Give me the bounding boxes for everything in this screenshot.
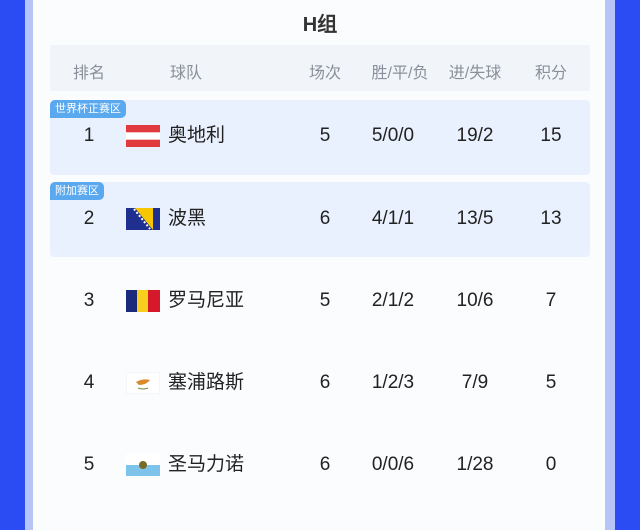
rank: 3	[83, 290, 95, 311]
rank: 4	[83, 372, 95, 393]
cyprus-flag-icon	[126, 372, 160, 394]
rank: 5	[83, 454, 95, 475]
wdl: 0/0/6	[371, 454, 415, 475]
points: 13	[540, 208, 562, 229]
goals: 19/2	[456, 125, 494, 146]
header-team: 球队	[169, 65, 203, 82]
team-name: 罗马尼亚	[168, 290, 245, 311]
qualify-zone-tag: 世界杯正赛区	[50, 100, 126, 118]
points: 7	[545, 290, 557, 311]
header-wdl: 胜/平/负	[371, 65, 429, 82]
romania-flag-icon	[126, 290, 160, 312]
wdl: 4/1/1	[371, 208, 415, 229]
table-row: 4 塞浦路斯 6 1/2/3 7/9 5	[0, 368, 640, 398]
points: 5	[545, 372, 557, 393]
playoff-zone-tag: 附加赛区	[50, 182, 104, 200]
austria-flag-icon	[126, 125, 160, 147]
goals: 1/28	[456, 454, 494, 475]
header-rank: 排名	[72, 65, 106, 82]
played: 6	[319, 372, 331, 393]
team-name: 波黑	[168, 208, 207, 229]
played: 6	[319, 454, 331, 475]
goals: 10/6	[456, 290, 494, 311]
goals: 7/9	[461, 372, 489, 393]
team-name: 圣马力诺	[168, 454, 245, 475]
header-played: 场次	[308, 65, 342, 82]
goals: 13/5	[456, 208, 494, 229]
rank: 2	[83, 208, 95, 229]
table-row: 1 奥地利 5 5/0/0 19/2 15	[0, 121, 640, 151]
team-name: 奥地利	[168, 125, 226, 146]
table-row: 3 罗马尼亚 5 2/1/2 10/6 7	[0, 286, 640, 316]
table-header	[50, 45, 590, 91]
table-row: 5 圣马力诺 6 0/0/6 1/28 0	[0, 450, 640, 480]
points: 15	[540, 125, 562, 146]
wdl: 1/2/3	[371, 372, 415, 393]
points: 0	[545, 454, 557, 475]
wdl: 5/0/0	[371, 125, 415, 146]
rank: 1	[83, 125, 95, 146]
header-points: 积分	[534, 65, 568, 82]
played: 5	[319, 290, 331, 311]
header-goals: 进/失球	[448, 65, 502, 82]
bosnia-flag-icon	[126, 208, 160, 230]
played: 5	[319, 125, 331, 146]
wdl: 2/1/2	[371, 290, 415, 311]
team-name: 塞浦路斯	[168, 372, 245, 393]
table-row: 2 波黑 6 4/1/1 13/5 13	[0, 204, 640, 234]
group-title: H组	[302, 14, 338, 36]
san-marino-flag-icon	[126, 454, 160, 476]
played: 6	[319, 208, 331, 229]
